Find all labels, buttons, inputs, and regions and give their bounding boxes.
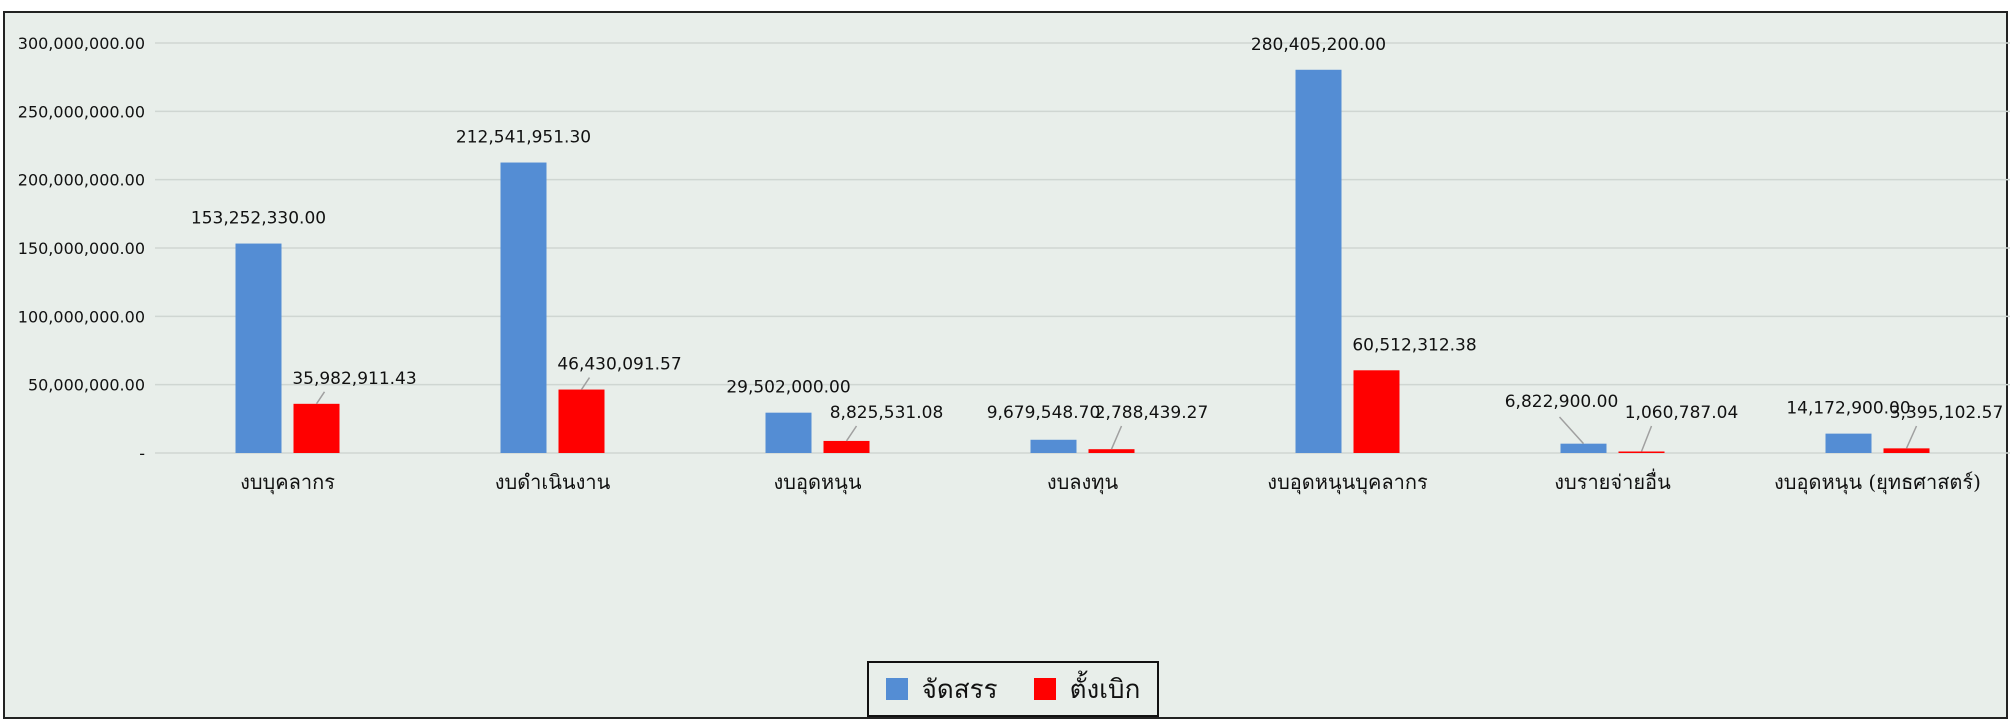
bar-allocated [500,162,547,453]
x-category-label: งบบุคลากร [240,470,335,495]
x-category-label: งบอุดหนุน (ยุทธศาสตร์) [1774,470,1981,495]
y-tick-label: 50,000,000.00 [28,376,145,395]
x-category-label: งบดำเนินงาน [495,470,611,494]
label-leader-line [580,377,591,390]
bar-requested [558,389,605,453]
data-label-requested: 1,060,787.04 [1625,403,1739,423]
bar-allocated [765,412,812,453]
bar-requested [1883,448,1930,453]
bar-chart: - 50,000,000.00 100,000,000.00 150,000,000.… [18,34,2010,495]
y-tick-label: 100,000,000.00 [18,307,145,326]
bar-allocated [1030,439,1077,453]
label-leader-line [1905,425,1918,449]
label-leader-line [1558,416,1585,445]
bar-requested [1353,370,1400,453]
bar-requested [1088,449,1135,453]
y-tick-label: 250,000,000.00 [18,102,145,121]
legend: จัดสรร ตั้งเบิก [867,661,1159,717]
data-label-allocated: 153,252,330.00 [191,209,326,229]
x-category-label: งบลงทุน [1047,470,1119,495]
data-label-allocated: 29,502,000.00 [726,378,850,398]
y-tick-label: 300,000,000.00 [18,34,145,53]
label-leader-line [315,391,326,405]
data-label-requested: 3,395,102.57 [1890,403,2004,423]
chart-frame: - 50,000,000.00 100,000,000.00 150,000,000.… [3,11,2010,719]
bar-requested [293,403,340,453]
legend-item-requested: ตั้งเบิก [1033,669,1141,710]
label-leader-line [1640,425,1653,452]
bar-requested [823,440,870,453]
data-label-requested: 35,982,911.43 [292,369,416,389]
legend-label-requested: ตั้งเบิก [1069,674,1141,705]
data-label-requested: 46,430,091.57 [557,355,681,375]
data-label-requested: 2,788,439.27 [1095,403,1209,423]
y-tick-label: 150,000,000.00 [18,239,145,258]
label-leader-line [1110,425,1123,450]
bar-requested [1618,451,1665,453]
label-leader-line [845,425,858,442]
legend-swatch-requested [1033,678,1056,700]
data-label-allocated: 280,405,200.00 [1251,35,1386,55]
bar-allocated [1825,433,1872,453]
data-label-allocated: 6,822,900.00 [1505,392,1619,412]
legend-item-allocated: จัดสรร [885,669,998,710]
x-category-label: งบอุดหนุนบุคลากร [1267,470,1428,495]
bar-allocated [1560,443,1607,453]
data-label-allocated: 9,679,548.70 [987,403,1101,423]
data-label-requested: 60,512,312.38 [1352,335,1476,355]
legend-label-allocated: จัดสรร [921,674,998,705]
y-tick-label: - [139,444,145,463]
data-label-allocated: 14,172,900.00 [1786,399,1910,419]
data-label-requested: 8,825,531.08 [830,403,944,423]
bar-allocated [1295,69,1342,454]
data-label-allocated: 212,541,951.30 [456,128,591,148]
legend-swatch-allocated [885,678,908,700]
x-category-label: งบรายจ่ายอื่น [1554,468,1671,494]
x-category-label: งบอุดหนุน [774,470,862,495]
bar-allocated [235,243,282,453]
y-tick-label: 200,000,000.00 [18,171,145,190]
